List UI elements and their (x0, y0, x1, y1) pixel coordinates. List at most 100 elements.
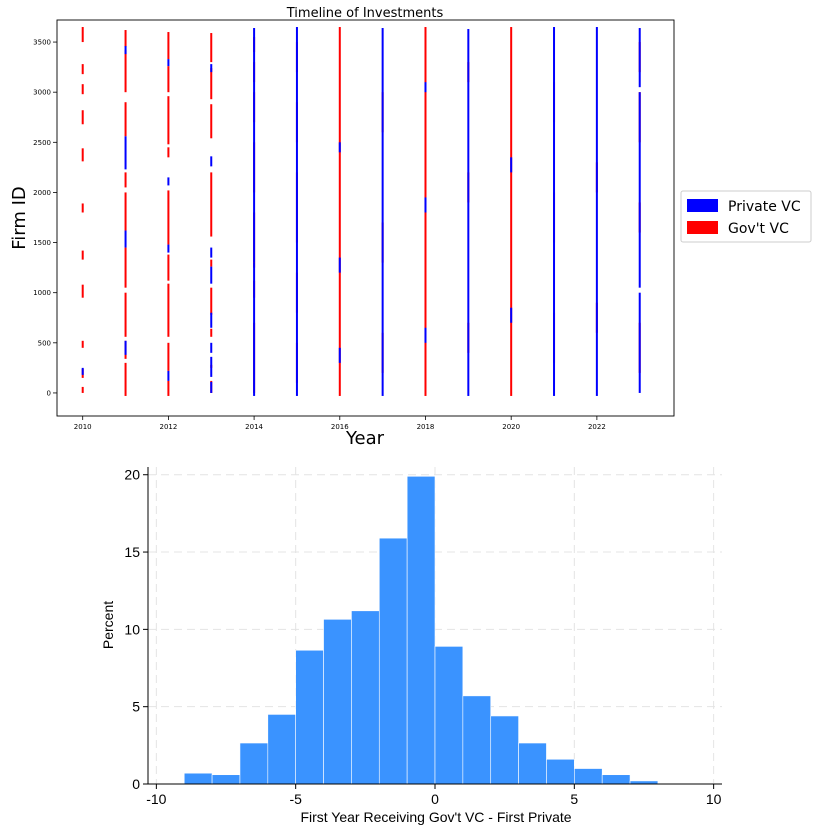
x-tick-label: 0 (431, 791, 439, 807)
x-tick-label: 2012 (159, 423, 177, 431)
gov-vc-segment (124, 50, 127, 93)
private-vc-segment (167, 59, 170, 67)
year-column-2020 (510, 27, 513, 396)
gov-vc-segment (81, 386, 84, 393)
private-vc-segment (210, 247, 213, 258)
private-vc-segment (424, 82, 427, 93)
x-axis-label: Year (345, 428, 385, 449)
gov-vc-segment (167, 147, 170, 158)
histogram-bar (183, 772, 213, 785)
year-column-2010 (81, 27, 84, 393)
private-vc-segment (338, 257, 341, 273)
y-tick-label: 1500 (33, 239, 51, 247)
private-vc-segment (167, 244, 170, 253)
gov-vc-segment (167, 32, 170, 60)
histogram-bar (323, 619, 352, 785)
private-vc-segment (81, 367, 84, 375)
histogram-bar (211, 774, 241, 785)
private-vc-segment (595, 27, 598, 396)
y-tick-label: 1000 (33, 289, 51, 297)
year-column-2018 (424, 27, 427, 396)
year-column-2012 (167, 32, 170, 396)
private-vc-segment (124, 230, 127, 248)
gov-vc-segment (81, 148, 84, 162)
gov-vc-segment (81, 27, 84, 43)
gov-vc-segment (210, 172, 213, 237)
private-vc-segment (424, 197, 427, 213)
gov-vc-segment (167, 254, 170, 281)
year-column-2021 (553, 27, 556, 396)
gov-vc-segment (167, 190, 170, 245)
private-vc-segment (124, 340, 127, 355)
private-vc-segment (510, 307, 513, 323)
histogram-bar (406, 475, 436, 785)
private-vc-segment (638, 28, 641, 88)
gov-vc-segment (81, 203, 84, 213)
gov-vc-segment (124, 172, 127, 188)
private-vc-segment (210, 266, 213, 284)
gov-vc-segment (81, 250, 84, 260)
gov-vc-segment (167, 342, 170, 371)
year-column-2022 (595, 27, 598, 396)
private-vc-segment (424, 327, 427, 343)
year-column-2013 (210, 33, 213, 393)
year-column-2017 (381, 28, 384, 396)
gov-vc-segment (81, 284, 84, 298)
gov-vc-segment (167, 283, 170, 337)
x-tick-label: 2016 (331, 423, 349, 431)
private-vc-segment (638, 292, 641, 393)
gov-vc-segment (167, 96, 170, 145)
gov-vc-segment (81, 110, 84, 125)
x-tick-label: 10 (706, 791, 722, 807)
gov-vc-segment (81, 64, 84, 75)
legend-label-gov: Gov't VC (728, 221, 789, 237)
year-column-2015 (295, 27, 298, 396)
private-vc-segment (210, 156, 213, 167)
private-vc-segment (210, 64, 213, 73)
year-column-2011 (124, 30, 127, 396)
gov-vc-segment (210, 259, 213, 267)
gov-vc-segment (167, 66, 170, 93)
x-tick-label: -5 (289, 791, 302, 807)
x-tick-label: 2010 (74, 423, 92, 431)
year-column-2019 (467, 29, 470, 396)
private-vc-segment (210, 312, 213, 328)
histogram-chart: -10 -5 0 5 10 0 5 10 15 20 Percent First Year Rec… (100, 467, 722, 825)
x-tick-label: 2020 (502, 423, 520, 431)
private-vc-segment (167, 370, 170, 381)
y-tick-label: 2000 (33, 189, 51, 197)
gov-vc-segment (81, 340, 84, 348)
legend-label-private: Private VC (728, 199, 801, 215)
legend: Private VC Gov't VC (680, 190, 812, 243)
gov-vc-segment (167, 380, 170, 396)
gov-vc-segment (210, 33, 213, 63)
histogram-bar (351, 610, 380, 785)
y-tick-label: 500 (38, 339, 51, 347)
tick-group: 2010 2012 2014 2016 2018 2020 2022 0 500 1000 1500… (33, 39, 606, 431)
private-vc-segment (638, 92, 641, 288)
histogram-bar (518, 742, 547, 785)
x-tick-label: 2018 (417, 423, 435, 431)
private-vc-segment (381, 28, 384, 396)
gov-vc-segment (338, 27, 341, 396)
y-tick-label: 0 (132, 776, 140, 792)
timeline-chart: Timeline of Investments Year Firm ID 201… (9, 6, 812, 449)
gov-vc-segment (124, 247, 127, 288)
private-vc-segment (253, 262, 256, 396)
chart-title: Timeline of Investments (286, 6, 444, 21)
y-tick-label: 0 (47, 389, 51, 397)
private-vc-segment (510, 157, 513, 173)
legend-swatch-gov (687, 221, 718, 234)
y-tick-label: 20 (124, 467, 140, 483)
x-tick-label: 2022 (588, 423, 606, 431)
x-axis-label: First Year Receiving Gov't VC - First Pr… (300, 809, 571, 825)
gov-vc-segment (124, 102, 127, 137)
private-vc-segment (253, 28, 256, 263)
y-tick-label: 15 (124, 544, 140, 560)
year-column-2023 (638, 28, 641, 393)
gov-vc-segment (124, 192, 127, 231)
private-vc-segment (210, 381, 213, 393)
gov-vc-segment (124, 292, 127, 337)
year-column-2016 (338, 27, 341, 396)
histogram-bar (546, 758, 575, 785)
